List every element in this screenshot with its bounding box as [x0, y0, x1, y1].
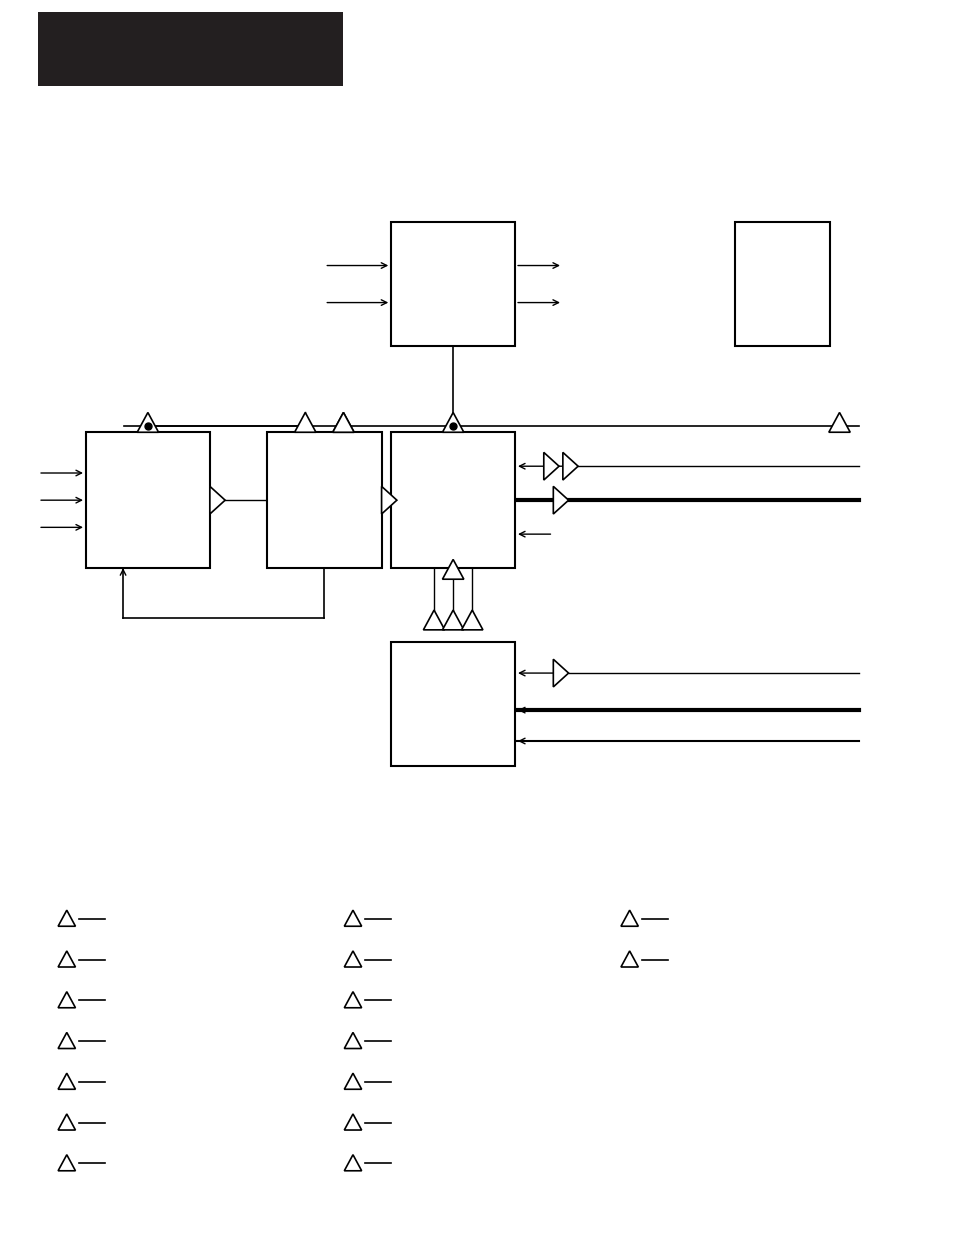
Polygon shape — [543, 452, 558, 480]
Polygon shape — [294, 412, 315, 432]
FancyBboxPatch shape — [38, 12, 343, 86]
Polygon shape — [210, 487, 225, 514]
Polygon shape — [442, 412, 463, 432]
FancyBboxPatch shape — [391, 432, 515, 568]
Polygon shape — [442, 559, 463, 579]
FancyBboxPatch shape — [267, 432, 381, 568]
Polygon shape — [58, 1155, 75, 1171]
Polygon shape — [344, 992, 361, 1008]
Polygon shape — [58, 1032, 75, 1049]
Polygon shape — [58, 1073, 75, 1089]
Polygon shape — [58, 910, 75, 926]
Polygon shape — [442, 610, 463, 630]
Polygon shape — [553, 659, 568, 687]
Polygon shape — [381, 487, 396, 514]
Polygon shape — [344, 1114, 361, 1130]
Polygon shape — [620, 951, 638, 967]
Polygon shape — [344, 1155, 361, 1171]
Polygon shape — [58, 951, 75, 967]
Polygon shape — [423, 610, 444, 630]
Polygon shape — [562, 452, 578, 480]
Polygon shape — [553, 487, 568, 514]
Polygon shape — [137, 412, 158, 432]
Polygon shape — [333, 412, 354, 432]
Polygon shape — [461, 610, 482, 630]
Polygon shape — [58, 992, 75, 1008]
Polygon shape — [344, 910, 361, 926]
Polygon shape — [828, 412, 849, 432]
Polygon shape — [344, 951, 361, 967]
Polygon shape — [344, 1073, 361, 1089]
FancyBboxPatch shape — [391, 222, 515, 346]
FancyBboxPatch shape — [391, 642, 515, 766]
FancyBboxPatch shape — [734, 222, 829, 346]
FancyBboxPatch shape — [86, 432, 210, 568]
Polygon shape — [620, 910, 638, 926]
Polygon shape — [344, 1032, 361, 1049]
Polygon shape — [333, 412, 354, 432]
Polygon shape — [58, 1114, 75, 1130]
